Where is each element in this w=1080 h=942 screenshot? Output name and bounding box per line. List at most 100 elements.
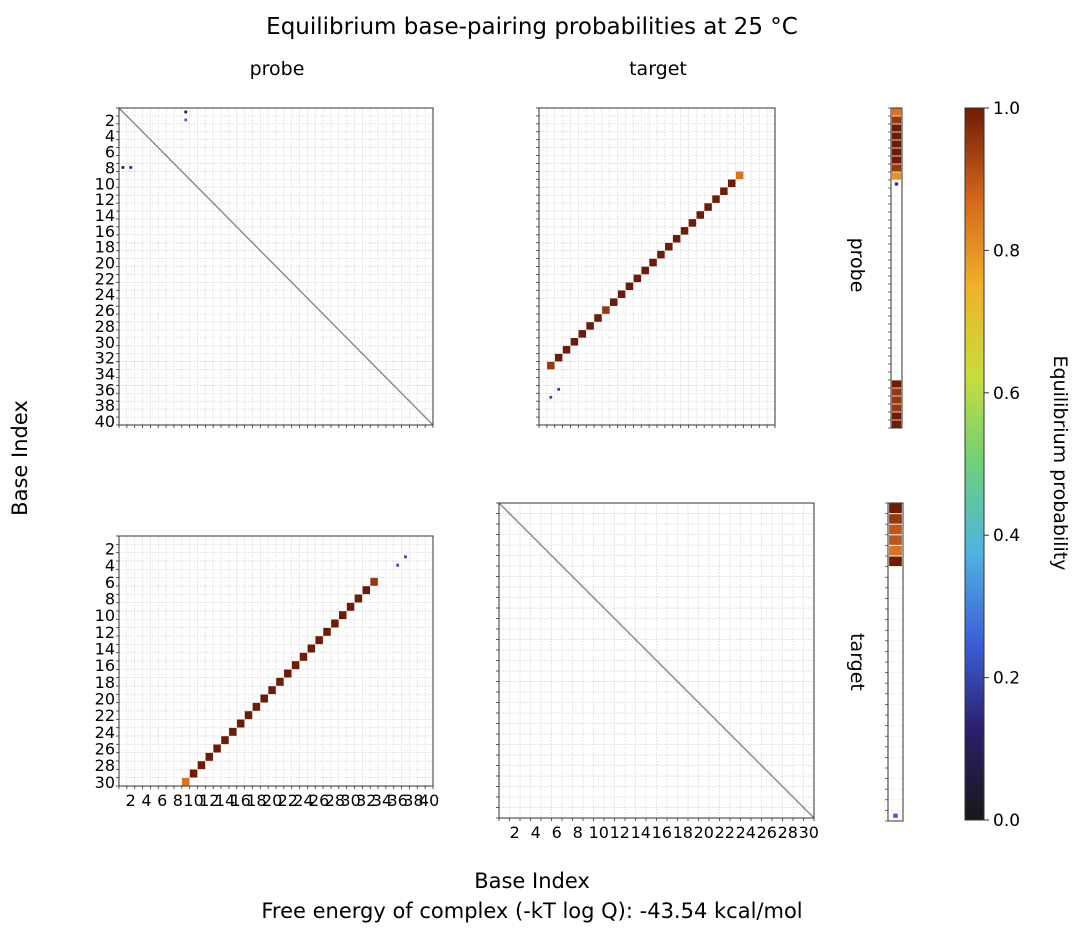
y-tick-label: 36 <box>95 380 115 399</box>
unpaired-cell <box>891 108 902 116</box>
unpaired-cell <box>891 132 902 140</box>
x-tick-label: 20 <box>262 791 282 810</box>
pair-cell <box>213 744 221 753</box>
y-axis-label: Base Index <box>8 400 32 516</box>
pair-cell <box>594 314 602 322</box>
diagonal-line <box>498 502 815 819</box>
y-tick-label: 24 <box>95 285 115 304</box>
y-tick-label: 20 <box>95 254 115 273</box>
y-tick-label: 28 <box>95 756 115 775</box>
pair-cell <box>331 619 339 628</box>
unpaired-cell <box>893 813 898 818</box>
column-label-target: target <box>629 58 687 80</box>
y-tick-label: 16 <box>95 222 115 241</box>
pair-cell <box>657 250 665 259</box>
pair-cell <box>252 702 261 711</box>
pair-cell <box>121 166 125 169</box>
y-tick-label: 18 <box>95 673 115 692</box>
pair-cell <box>338 611 347 620</box>
colorbar-tick-label: 1.0 <box>993 99 1020 119</box>
x-axis-label: Base Index <box>474 869 590 893</box>
pair-cell <box>557 387 561 391</box>
y-tick-label: 14 <box>95 206 115 225</box>
unpaired-cell <box>891 412 902 420</box>
panel-grid <box>499 503 814 818</box>
unpaired-cell <box>889 524 902 535</box>
colorbar: 0.0 0.2 0.4 0.6 0.8 1.0 <box>964 99 1020 831</box>
y-tick-label: 38 <box>95 396 115 415</box>
y-tick-label: 26 <box>95 740 115 759</box>
y-tick-label: 2 <box>105 540 115 559</box>
y-tick-label: 8 <box>105 590 115 609</box>
pair-cell <box>236 719 245 728</box>
y-tick-label: 4 <box>105 556 115 575</box>
column-label-probe: probe <box>250 58 305 80</box>
y-tick-label: 12 <box>95 623 115 642</box>
unpaired-cell <box>891 124 902 132</box>
pair-cell <box>549 395 553 399</box>
pair-cell <box>284 669 292 678</box>
x-tick-label: 12 <box>610 823 630 842</box>
y-tick-label: 12 <box>95 190 115 209</box>
x-tick-label: 18 <box>673 823 693 842</box>
pair-cell <box>633 274 642 283</box>
x-tick-label: 18 <box>246 791 266 810</box>
unpaired-cell <box>891 172 902 180</box>
colorbar-tick-label: 0.2 <box>993 669 1020 689</box>
pair-cell <box>680 227 689 235</box>
colorbar-tick-label: 0.6 <box>993 384 1020 404</box>
unpaired-cell <box>891 116 902 124</box>
pair-cell <box>268 686 276 695</box>
y-tick-label: 16 <box>95 656 115 675</box>
y-tick-label: 18 <box>95 238 115 257</box>
pair-cell <box>189 769 198 778</box>
x-tick-label: 16 <box>230 791 250 810</box>
y-tick-label: 6 <box>105 573 115 592</box>
x-tick-label: 28 <box>778 823 798 842</box>
pair-cell <box>354 594 363 603</box>
pair-cell <box>547 361 555 370</box>
y-tick-label: 20 <box>95 690 115 709</box>
unpaired-cell <box>891 148 902 156</box>
panel-grid <box>119 536 433 786</box>
pair-cell <box>727 179 736 188</box>
pair-cell <box>396 563 400 567</box>
pair-cell <box>244 711 253 720</box>
unpaired-cell <box>891 396 902 404</box>
x-tick-label: 22 <box>278 791 298 810</box>
colorbar-tick-label: 0.0 <box>993 811 1020 831</box>
y-tick-label: 8 <box>105 158 115 177</box>
free-energy-footer: Free energy of complex (-kT log Q): -43.… <box>261 899 802 923</box>
row-label-probe: probe <box>846 238 868 293</box>
unpaired-cell <box>891 164 902 172</box>
pair-cell <box>307 644 316 653</box>
pair-cell <box>570 338 579 346</box>
chart-title: Equilibrium base-pairing probabilities a… <box>266 14 798 40</box>
unpaired-cell <box>889 503 902 514</box>
pair-cell <box>649 258 657 267</box>
x-tick-label: 8 <box>173 791 183 810</box>
colorbar-label: Equilibrium probability <box>1049 355 1071 570</box>
x-tick-label: 6 <box>157 791 167 810</box>
panel-target-target: 2 4 6 8 10 12 14 16 18 20 22 24 26 28 30 <box>496 502 819 842</box>
x-tick-label: 24 <box>736 823 756 842</box>
x-tick-label: 4 <box>141 791 151 810</box>
pair-cell <box>696 211 705 219</box>
pair-cell <box>299 652 308 661</box>
unpaired-cell <box>894 182 899 186</box>
pair-cell <box>688 219 697 227</box>
pair-cell <box>562 345 571 354</box>
pair-cell <box>735 171 744 180</box>
y-tick-label: 30 <box>95 773 115 792</box>
x-tick-label: 30 <box>799 823 819 842</box>
x-tick-label: 24 <box>293 791 313 810</box>
pair-cell <box>129 166 133 169</box>
x-tick-label: 16 <box>652 823 672 842</box>
y-tick-label: 40 <box>95 412 115 431</box>
pair-cell <box>672 234 681 243</box>
unpaired-strips <box>885 107 904 822</box>
pair-cell <box>617 290 626 299</box>
